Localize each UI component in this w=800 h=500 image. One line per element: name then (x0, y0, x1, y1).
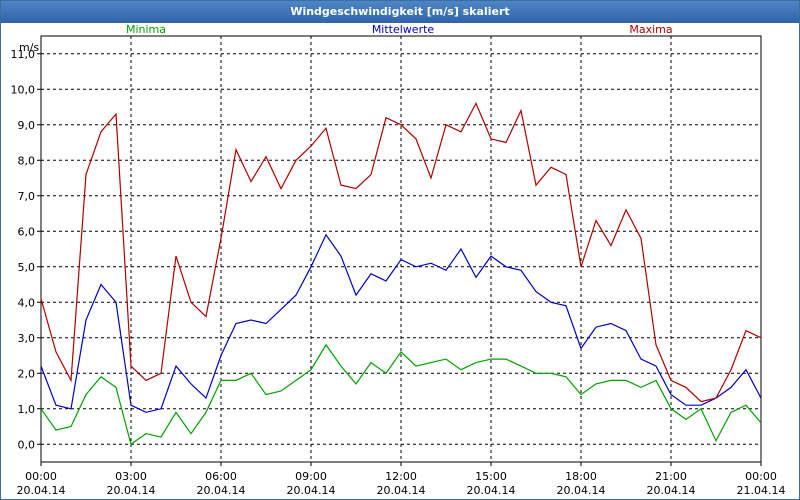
x-tick-time: 00:00 (25, 470, 57, 483)
y-tick-label: 11,0 (11, 48, 36, 61)
y-tick-label: 3,0 (18, 332, 36, 345)
legend-minima: Minima (126, 23, 166, 36)
series-line-minima (40, 343, 762, 446)
series-line-mittelwerte (40, 233, 762, 413)
x-tick-date: 20.04.14 (377, 484, 426, 497)
line-chart: 0,0 1,0 2,0 3,0 4,0 5,0 6,0 7,0 8,0 9,0 10,0 11,0 0… (11, 23, 786, 497)
legend-mittelwerte: Mittelwerte (372, 23, 435, 36)
x-tick-date: 20.04.14 (557, 484, 606, 497)
x-tick-time: 00:00 (745, 470, 777, 483)
x-tick-date: 21.04.14 (737, 484, 786, 497)
y-tick-label: 4,0 (18, 296, 36, 309)
x-tick-time: 09:00 (295, 470, 327, 483)
y-axis-label: m/s (19, 41, 39, 54)
y-tick-label: 0,0 (18, 438, 36, 451)
legend: Minima Mittelwerte Maxima (126, 23, 673, 36)
window-title: Windgeschwindigkeit [m/s] skaliert (1, 1, 799, 23)
x-tick-date: 20.04.14 (467, 484, 516, 497)
y-tick-label: 2,0 (18, 367, 36, 380)
x-tick-date: 20.04.14 (197, 484, 246, 497)
x-tick-date: 20.04.14 (17, 484, 66, 497)
series-lines (40, 102, 762, 446)
x-tick-time: 06:00 (205, 470, 237, 483)
x-tick-date: 20.04.14 (647, 484, 696, 497)
x-tick-time: 18:00 (565, 470, 597, 483)
y-tick-label: 8,0 (18, 154, 36, 167)
y-tick-label: 7,0 (18, 190, 36, 203)
y-axis: 0,0 1,0 2,0 3,0 4,0 5,0 6,0 7,0 8,0 9,0 10,0 11,0 (11, 48, 41, 451)
legend-maxima: Maxima (629, 23, 672, 36)
x-tick-time: 12:00 (385, 470, 417, 483)
x-axis: 00:0020.04.1403:0020.04.1406:0020.04.140… (17, 462, 786, 497)
y-tick-label: 9,0 (18, 119, 36, 132)
x-tick-date: 20.04.14 (107, 484, 156, 497)
y-tick-label: 6,0 (18, 225, 36, 238)
x-tick-time: 15:00 (475, 470, 507, 483)
x-tick-date: 20.04.14 (287, 484, 336, 497)
x-tick-time: 03:00 (115, 470, 147, 483)
y-tick-label: 1,0 (18, 403, 36, 416)
y-tick-label: 5,0 (18, 261, 36, 274)
y-tick-label: 10,0 (11, 83, 36, 96)
x-tick-time: 21:00 (655, 470, 687, 483)
series-line-maxima (40, 102, 762, 403)
